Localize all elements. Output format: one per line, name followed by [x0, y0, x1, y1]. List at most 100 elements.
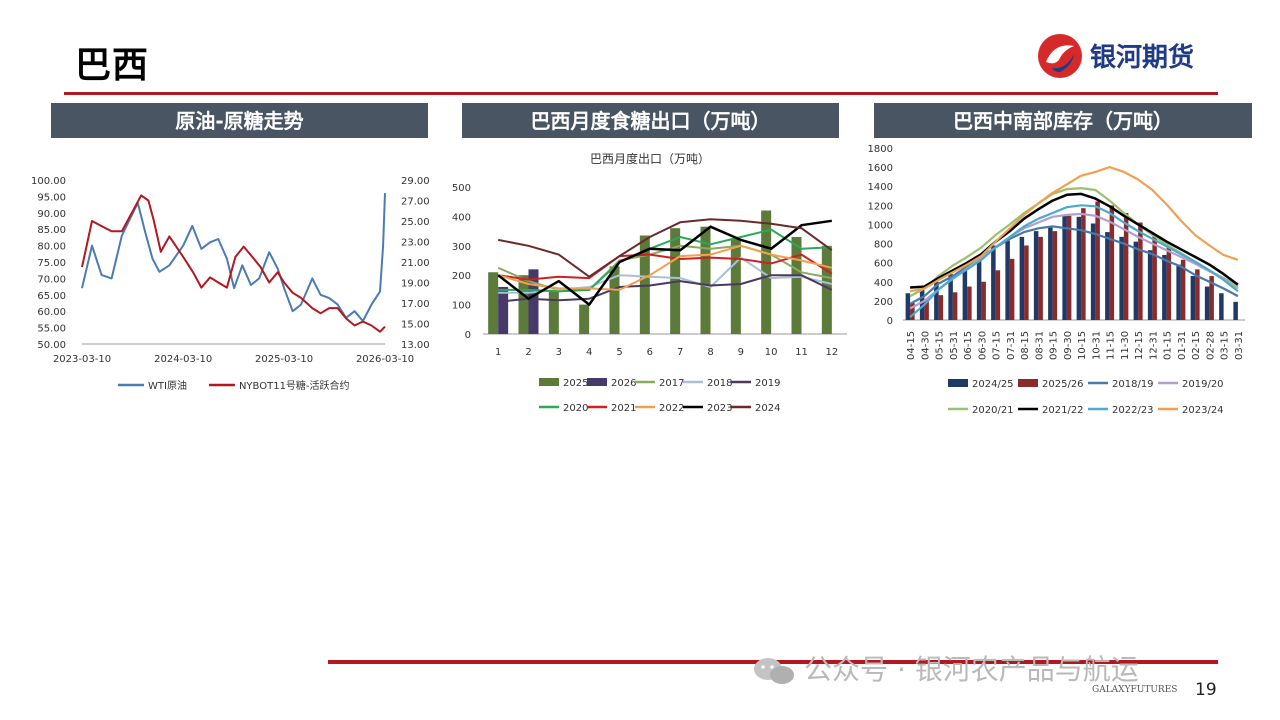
legend-swatch [1018, 379, 1038, 387]
x-tick-label: 11 [795, 347, 808, 358]
bar [1166, 245, 1172, 320]
y-tick-label: 1600 [868, 163, 893, 174]
legend-label: 2021/22 [1042, 405, 1084, 416]
y-right-tick-label: 21.00 [401, 258, 430, 269]
bar [1076, 216, 1082, 320]
bar [1138, 222, 1143, 320]
bar [938, 295, 944, 320]
y-tick-label: 1000 [868, 220, 893, 231]
x-tick-label: 12 [825, 347, 838, 358]
y-tick-label: 300 [452, 242, 471, 253]
panel-heading-crude-sugar: 原油-原糖走势 [51, 103, 428, 138]
bar [1019, 236, 1025, 320]
bar [1033, 231, 1039, 320]
bar [1062, 214, 1067, 320]
legend-label: WTI原油 [148, 379, 187, 392]
y-tick-label: 600 [874, 259, 893, 270]
x-tick-label: 05-15 [935, 331, 946, 360]
y-left-tick-label: 100.00 [31, 176, 66, 187]
bar [821, 245, 832, 334]
x-tick-label: 10 [765, 347, 778, 358]
bar [1204, 286, 1210, 320]
bar [981, 281, 986, 320]
wechat-icon [754, 658, 794, 684]
y-left-tick-label: 65.00 [37, 291, 66, 302]
x-tick-label: 6 [647, 347, 653, 358]
series-line [81, 193, 386, 322]
y-right-tick-label: 27.00 [401, 197, 430, 208]
page-number: 19 [1195, 680, 1217, 700]
series-line [498, 228, 832, 293]
logo-text: 银河期货 [1090, 43, 1195, 73]
legend-label: 2019/20 [1182, 379, 1224, 390]
watermark-text: 公众号 · 银河农产品与航运 [804, 653, 1139, 686]
legend-swatch [948, 379, 968, 387]
series-line [498, 274, 833, 303]
bar [976, 256, 982, 320]
bar [579, 304, 590, 334]
series-line [81, 194, 386, 333]
legend-label: 2018/19 [1112, 379, 1154, 390]
series-line [498, 218, 833, 278]
bar [1162, 255, 1167, 320]
bar [1052, 231, 1058, 320]
bar [1195, 269, 1200, 320]
legend-label: 2025 [563, 378, 588, 389]
bar [1180, 259, 1186, 320]
x-tick-label: 4 [586, 347, 592, 358]
y-left-tick-label: 80.00 [37, 242, 66, 253]
bar [528, 269, 539, 334]
x-tick-label: 06-15 [963, 331, 974, 360]
x-tick-label: 12-15 [1134, 331, 1145, 360]
legend-label: 2024/25 [972, 379, 1014, 390]
x-tick-label: 5 [616, 347, 622, 358]
series-line [909, 166, 1239, 293]
x-tick-label: 09-30 [1063, 331, 1074, 360]
legend-label: 2019 [755, 378, 780, 389]
legend-label: 2023 [707, 403, 732, 414]
legend-label: 2024 [755, 403, 780, 414]
bar [1147, 250, 1153, 320]
y-tick-label: 400 [874, 278, 893, 289]
x-tick-label: 8 [707, 347, 713, 358]
bar [1233, 301, 1238, 320]
bar [1005, 240, 1010, 320]
bar [700, 226, 711, 334]
chart-title: 巴西月度出口（万吨） [590, 151, 710, 166]
y-tick-label: 1200 [868, 201, 893, 212]
y-tick-label: 1400 [868, 182, 893, 193]
y-left-tick-label: 75.00 [37, 258, 66, 269]
x-tick-label: 06-30 [977, 331, 988, 360]
bar [1190, 276, 1196, 320]
series-line [497, 219, 832, 306]
crude-sugar-line-chart: 100.00 95.00 90.00 85.00 80.00 75.00 70.00 65.0… [31, 176, 430, 392]
bar [995, 270, 1001, 320]
legend-label: 2021 [611, 403, 636, 414]
bar [518, 275, 529, 334]
y-right-tick-label: 19.00 [401, 279, 430, 290]
header-divider [64, 92, 1218, 95]
bar [948, 274, 953, 320]
x-tick-label: 2026-03-10 [356, 354, 414, 365]
y-left-tick-label: 55.00 [37, 324, 66, 335]
x-tick-label: 12-31 [1148, 331, 1159, 360]
watermark: 公众号 · 银河农产品与航运 [752, 648, 1139, 688]
company-logo: 银河期货 [1036, 32, 1226, 80]
x-tick-label: 03-31 [1234, 331, 1245, 360]
bar [919, 288, 925, 320]
x-tick-label: 08-31 [1034, 331, 1045, 360]
y-right-tick-label: 15.00 [401, 320, 430, 331]
legend-swatch [539, 378, 559, 386]
x-tick-label: 10-15 [1077, 331, 1088, 360]
legend-label: NYBOT11号糖-活跃合约 [239, 379, 350, 392]
y-right-tick-label: 25.00 [401, 217, 430, 228]
bar [1209, 276, 1214, 320]
bar [548, 289, 559, 334]
x-tick-label: 07-31 [1006, 331, 1017, 360]
y-tick-label: 0 [465, 330, 471, 341]
bar [1123, 212, 1129, 320]
bar [498, 286, 509, 334]
y-right-tick-label: 17.00 [401, 299, 430, 310]
series-line [909, 186, 1239, 298]
